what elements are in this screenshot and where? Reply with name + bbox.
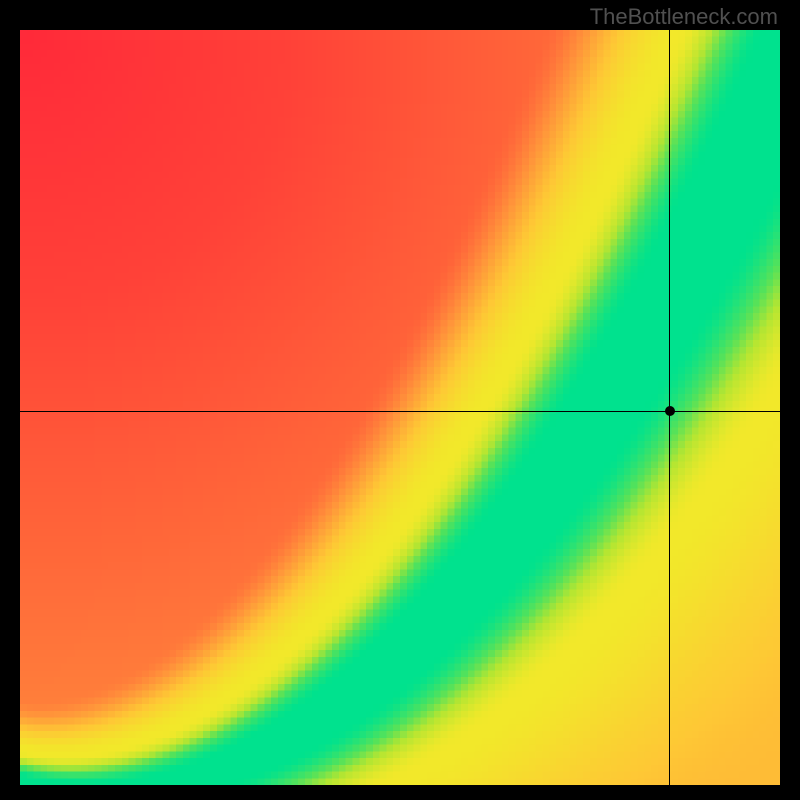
chart-container: TheBottleneck.com	[0, 0, 800, 800]
watermark-text: TheBottleneck.com	[590, 4, 778, 30]
